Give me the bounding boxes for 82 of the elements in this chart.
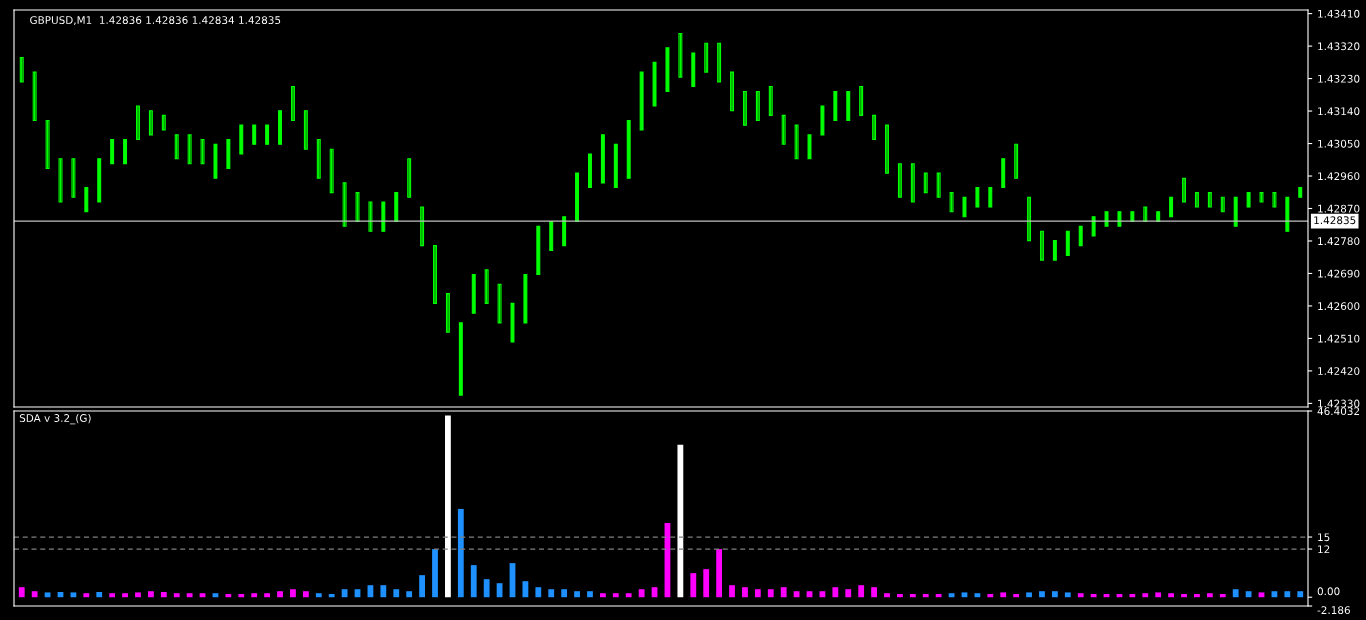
y-tick-label: 1.43140: [1318, 107, 1360, 116]
y-tick-label: 1.42690: [1318, 269, 1360, 278]
candlestick: [665, 47, 670, 93]
candlestick: [587, 153, 592, 189]
candlestick: [936, 172, 941, 199]
y-tick-label: 1.42780: [1318, 237, 1360, 246]
candlestick: [678, 32, 683, 78]
y-tick-label: 1.42960: [1318, 172, 1360, 181]
candlestick: [368, 201, 373, 232]
candlestick: [1027, 196, 1032, 242]
text: GBPUSD,M1 1.42836 1.42836 1.42834 1.42835: [30, 16, 281, 26]
candlestick: [872, 114, 877, 141]
candlestick: [1014, 143, 1019, 179]
candlestick: [885, 124, 889, 174]
candlestick: [213, 143, 218, 179]
y-tick-label: 1.43230: [1318, 74, 1360, 83]
candlestick: [794, 124, 799, 160]
candlestick: [562, 216, 567, 247]
candlestick: [897, 163, 902, 199]
candlestick: [1169, 196, 1174, 218]
candlestick: [910, 163, 915, 203]
candlestick: [639, 71, 644, 131]
candlestick: [148, 109, 153, 136]
candlestick: [497, 283, 502, 324]
candlestick: [458, 322, 463, 396]
candlestick: [575, 172, 580, 223]
candlestick: [536, 225, 541, 276]
y-tick-label: 1.42420: [1318, 367, 1360, 376]
candlestick: [420, 206, 425, 247]
candlestick: [600, 134, 605, 184]
y-tick-label: 12: [1318, 545, 1330, 554]
y-tick-label: 1.43410: [1318, 9, 1360, 18]
y-tick-label: 46.4032: [1317, 407, 1360, 416]
candlestick: [71, 157, 76, 199]
candlestick: [239, 124, 244, 155]
candlestick: [342, 182, 347, 227]
candlestick: [1001, 157, 1006, 189]
y-tick-label: 1.42330: [1318, 399, 1360, 408]
candlestick: [652, 61, 657, 107]
candlestick: [781, 114, 786, 145]
candlestick: [355, 191, 360, 223]
candlestick: [1039, 230, 1044, 261]
candlestick: [717, 42, 722, 83]
candlestick: [807, 134, 812, 160]
candlestick: [303, 109, 308, 151]
y-tick-label: 1.43050: [1318, 139, 1360, 148]
candlestick: [820, 105, 825, 136]
candlestick: [1233, 196, 1238, 227]
y-tick-label: 1.42510: [1318, 334, 1360, 343]
candlestick: [136, 105, 140, 141]
candlestick: [407, 157, 412, 199]
candlestick: [97, 157, 102, 203]
candlestick: [1091, 216, 1096, 237]
candlestick: [962, 196, 967, 218]
candlestick: [265, 124, 270, 145]
candlestick: [278, 109, 283, 145]
candlestick: [1078, 225, 1083, 247]
candlestick: [200, 138, 205, 165]
candlestick: [730, 71, 735, 112]
candlestick: [691, 52, 696, 88]
chart-title: SDA v 3.2_(G): [19, 413, 91, 425]
ref-line-label: 1.42835: [1314, 216, 1356, 225]
y-tick-label: 1.43320: [1318, 42, 1360, 51]
candlestick: [923, 172, 928, 194]
candlestick: [58, 157, 63, 203]
y-tick-label: 15: [1318, 533, 1330, 542]
candlestick: [187, 134, 192, 165]
candlestick: [510, 302, 515, 343]
y-tick-label: -2.186: [1317, 606, 1350, 615]
candlestick: [329, 148, 334, 194]
candlestick: [1182, 177, 1186, 203]
y-tick-label: 1.42870: [1318, 204, 1360, 213]
candlestick: [949, 191, 954, 213]
candlestick: [252, 124, 257, 145]
candlestick: [613, 143, 618, 189]
candlestick: [626, 119, 631, 179]
candlestick: [704, 42, 709, 73]
candlestick: [381, 201, 386, 232]
y-tick-label: 0.00: [1317, 587, 1340, 596]
candlestick: [174, 134, 179, 160]
y-tick-label: 1.42600: [1318, 302, 1360, 311]
candlestick: [1285, 196, 1290, 232]
